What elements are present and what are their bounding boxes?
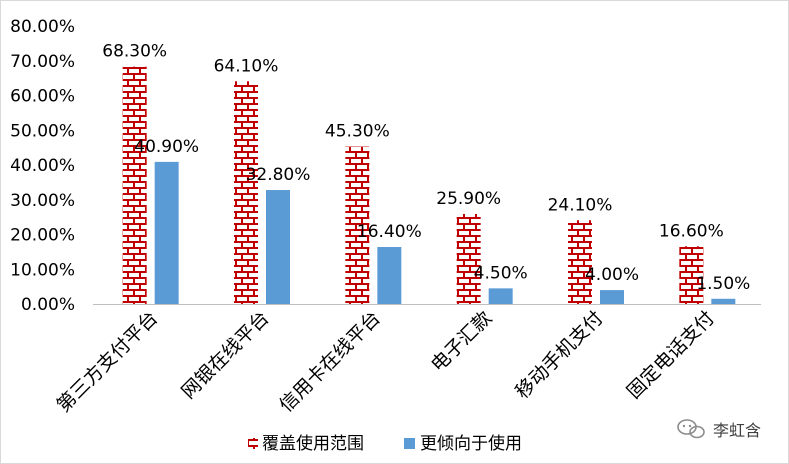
wechat-icon — [677, 419, 705, 439]
legend-swatch-coverage — [248, 438, 258, 449]
y-axis: 0.00% 10.00% 20.00% 30.00% 40.00% 50.00% 60.00… — [10, 17, 75, 315]
bar-preferred — [711, 298, 736, 304]
x-axis: 第三方支付平台 网银在线平台 信用卡在线平台 电子汇款 移动手机支付 固定电话支付 — [53, 304, 761, 417]
y-tick-label: 50.00% — [10, 121, 75, 141]
x-category-label: 信用卡在线平台 — [275, 307, 385, 417]
x-category-label: 第三方支付平台 — [53, 307, 163, 417]
bar-coverage — [345, 146, 370, 304]
data-label-coverage: 64.10% — [214, 56, 279, 76]
data-labels: 68.30% 64.10% 45.30% 25.90% 24.10% 16.60% 40.9… — [102, 42, 750, 294]
y-tick-label: 0.00% — [21, 295, 75, 315]
bar-coverage — [568, 220, 592, 304]
bar-preferred — [266, 190, 290, 304]
bars — [122, 66, 736, 304]
data-label-preferred: 4.50% — [474, 263, 528, 283]
data-label-preferred: 1.50% — [696, 274, 750, 294]
data-label-coverage: 25.90% — [436, 189, 501, 209]
bar-preferred — [600, 290, 624, 304]
data-label-coverage: 68.30% — [102, 42, 167, 62]
legend-swatch-preferred — [404, 438, 415, 449]
bar-coverage — [456, 213, 481, 304]
bar-coverage — [679, 246, 704, 304]
y-tick-label: 10.00% — [10, 260, 75, 280]
data-label-preferred: 4.00% — [585, 265, 639, 285]
legend: 覆盖使用范围 更倾向于使用 — [248, 433, 522, 454]
bar-preferred — [377, 247, 402, 304]
x-category-label: 移动手机支付 — [511, 307, 607, 403]
bar-coverage — [234, 81, 258, 304]
y-tick-label: 60.00% — [10, 87, 75, 107]
y-tick-label: 80.00% — [10, 17, 75, 37]
data-label-coverage: 45.30% — [325, 122, 390, 142]
y-tick-label: 70.00% — [10, 52, 75, 72]
x-category-label: 固定电话支付 — [623, 307, 719, 403]
watermark: 李虹含 — [677, 419, 761, 440]
y-tick-label: 20.00% — [10, 226, 75, 246]
x-category-label: 电子汇款 — [427, 307, 496, 376]
bar-coverage — [122, 66, 147, 304]
data-label-preferred: 16.40% — [357, 222, 422, 242]
y-tick-label: 30.00% — [10, 191, 75, 211]
legend-label-coverage: 覆盖使用范围 — [262, 433, 364, 454]
watermark-text: 李虹含 — [713, 421, 761, 440]
y-tick-label: 40.00% — [10, 156, 75, 176]
x-category-label: 网银在线平台 — [177, 307, 273, 403]
bar-preferred — [154, 161, 179, 304]
data-label-coverage: 24.10% — [548, 195, 613, 215]
data-label-coverage: 16.60% — [659, 221, 724, 241]
bar-preferred — [488, 288, 513, 304]
legend-label-preferred: 更倾向于使用 — [420, 433, 522, 454]
data-label-preferred: 32.80% — [246, 165, 311, 185]
data-label-preferred: 40.90% — [134, 137, 199, 157]
